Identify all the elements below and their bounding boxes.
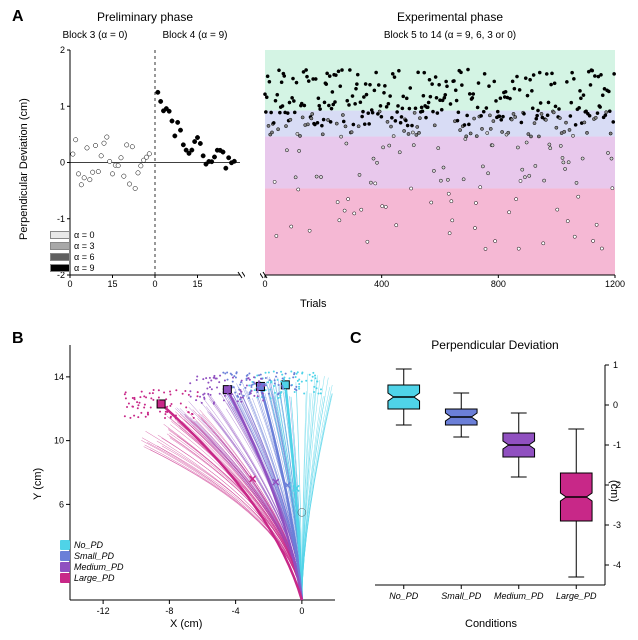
panel-a-ylabel: Perpendicular Deviation (cm) [18, 98, 30, 240]
legend-b-row: No_PD [60, 540, 124, 550]
legend-a-row: α = 3 [50, 241, 94, 251]
svg-text:Medium_PD: Medium_PD [494, 591, 544, 601]
svg-text:400: 400 [374, 279, 389, 289]
svg-text:No_PD: No_PD [389, 591, 419, 601]
svg-text:0: 0 [299, 606, 304, 616]
svg-text:1200: 1200 [605, 279, 625, 289]
svg-text:-8: -8 [165, 606, 173, 616]
panel-a-sub-right: Block 5 to 14 (α = 9, 6, 3 or 0) [300, 30, 600, 41]
panel-a-sub2: Block 4 (α = 9) [145, 30, 245, 41]
panel-a-title-left: Preliminary phase [55, 10, 235, 24]
svg-text:1: 1 [60, 101, 65, 111]
panel-b-svg: -12 -8 -4 0 6 10 14 [40, 340, 340, 630]
svg-text:-1: -1 [613, 440, 621, 450]
svg-text:-4: -4 [613, 560, 621, 570]
legend-a-row: α = 6 [50, 252, 94, 262]
svg-text:14: 14 [54, 372, 64, 382]
svg-text:800: 800 [491, 279, 506, 289]
svg-text:15: 15 [192, 279, 202, 289]
legend-b-row: Medium_PD [60, 562, 124, 572]
svg-text:0: 0 [613, 400, 618, 410]
svg-text:0: 0 [60, 158, 65, 168]
panel-b-xlabel: X (cm) [170, 618, 202, 630]
svg-text:0: 0 [262, 279, 267, 289]
panel-c-label: C [350, 330, 362, 348]
svg-text:-3: -3 [613, 520, 621, 530]
panel-a-legend: α = 0α = 3α = 6α = 9 [50, 230, 94, 274]
panel-c-ylabel: (cm) [608, 480, 620, 502]
legend-b-row: Small_PD [60, 551, 124, 561]
svg-text:-12: -12 [97, 606, 110, 616]
svg-text:-1: -1 [57, 214, 65, 224]
svg-text:-4: -4 [232, 606, 240, 616]
svg-text:0: 0 [152, 279, 157, 289]
legend-b-row: Large_PD [60, 573, 124, 583]
panel-b-label: B [12, 330, 24, 348]
panel-c-svg: -4-3-2-101No_PDSmall_PDMedium_PDLarge_PD [365, 355, 635, 615]
legend-a-row: α = 9 [50, 263, 94, 273]
svg-text:Small_PD: Small_PD [441, 591, 482, 601]
svg-text:10: 10 [54, 436, 64, 446]
svg-text:0: 0 [67, 279, 72, 289]
svg-text:6: 6 [59, 499, 64, 509]
panel-a-right-svg: 0 400 800 1200 [260, 45, 625, 295]
svg-text:2: 2 [60, 45, 65, 55]
panel-b-ylabel: Y (cm) [32, 468, 44, 500]
panel-a-title-right: Experimental phase [300, 10, 600, 24]
panel-b-legend: No_PDSmall_PDMedium_PDLarge_PD [60, 540, 124, 584]
panel-a-sub1: Block 3 (α = 0) [45, 30, 145, 41]
svg-text:1: 1 [613, 360, 618, 370]
svg-text:Large_PD: Large_PD [556, 591, 597, 601]
panel-c-xlabel: Conditions [465, 618, 517, 630]
svg-text:15: 15 [107, 279, 117, 289]
panel-a-xlabel: Trials [300, 298, 326, 310]
legend-a-row: α = 0 [50, 230, 94, 240]
panel-c-title: Perpendicular Deviation [380, 338, 610, 352]
panel-a-label: A [12, 8, 24, 26]
